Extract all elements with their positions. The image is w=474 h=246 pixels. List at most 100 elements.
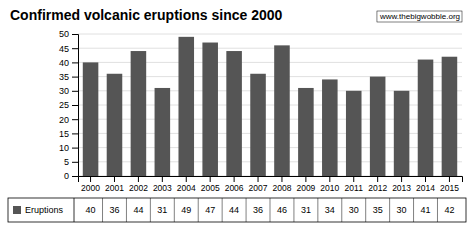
bar: [107, 74, 123, 176]
data-label: 46: [277, 205, 287, 215]
tick-mark: [90, 176, 91, 182]
legend-swatch: [13, 206, 21, 214]
tick-label: 2006: [225, 183, 244, 193]
tick-label: 35: [59, 72, 69, 82]
y-tick: 25: [59, 100, 78, 110]
tick-mark: [72, 62, 78, 63]
tick-mark: [72, 77, 78, 78]
table-divider: [293, 198, 294, 222]
tick-mark: [72, 133, 78, 134]
tick-label: 40: [59, 58, 69, 68]
data-label: 44: [229, 205, 239, 215]
data-label: 35: [373, 205, 383, 215]
tick-mark: [72, 105, 78, 106]
data-label: 36: [253, 205, 263, 215]
table-divider: [74, 198, 75, 222]
bar: [155, 88, 171, 176]
tick-label: 2013: [392, 183, 411, 193]
tick-label: 2009: [296, 183, 315, 193]
tick-label: 2005: [201, 183, 220, 193]
bars: [83, 37, 457, 176]
tick-label: 45: [59, 44, 69, 54]
tick-label: 20: [59, 115, 69, 125]
tick-mark: [449, 176, 450, 182]
table-frame: [8, 198, 466, 222]
chart: Confirmed volcanic eruptions since 2000w…: [0, 0, 474, 246]
x-tick: 2005: [201, 176, 220, 193]
tick-label: 5: [64, 157, 69, 167]
tick-mark: [401, 176, 402, 182]
data-label: 31: [157, 205, 167, 215]
tick-mark: [186, 176, 187, 182]
tick-mark: [72, 148, 78, 149]
data-label: 40: [86, 205, 96, 215]
x-tick: 2008: [273, 176, 292, 193]
tick-mark: [425, 176, 426, 182]
tick-mark: [114, 176, 115, 182]
x-tick: 2004: [177, 176, 196, 193]
annotation-box: [377, 11, 462, 22]
x-tick: 2003: [153, 176, 172, 193]
y-tick: 45: [59, 44, 78, 54]
tick-label: 0: [64, 171, 69, 181]
tick-mark: [162, 176, 163, 182]
bar: [178, 37, 194, 176]
tick-mark: [72, 162, 78, 163]
tick-label: 2011: [345, 183, 364, 193]
y-tick: 0: [64, 171, 78, 181]
tick-mark: [305, 176, 306, 182]
annotation-text: www.thebigwobble.org: [379, 12, 460, 21]
tick-mark: [281, 176, 282, 182]
bar: [442, 57, 458, 176]
tick-label: 2002: [129, 183, 148, 193]
tick-label: 25: [59, 100, 69, 110]
x-tick: 2002: [129, 176, 148, 193]
table-divider: [413, 198, 414, 222]
x-tick: 2006: [225, 176, 244, 193]
x-tick: 2000: [81, 176, 100, 193]
data-label: 49: [181, 205, 191, 215]
bar: [83, 62, 99, 176]
axis-line: [72, 35, 79, 177]
data-label: 47: [205, 205, 215, 215]
tick-label: 2003: [153, 183, 172, 193]
table-divider: [198, 198, 199, 222]
table-divider: [341, 198, 342, 222]
table-divider: [102, 198, 103, 222]
y-tick: 20: [59, 115, 78, 125]
table-divider: [270, 198, 271, 222]
tick-label: 2010: [320, 183, 339, 193]
data-label: 41: [421, 205, 431, 215]
data-label: 36: [109, 205, 119, 215]
x-tick: 2012: [368, 176, 387, 193]
grid-line: [78, 34, 462, 35]
data-label: 34: [325, 205, 335, 215]
tick-mark: [72, 91, 78, 92]
tick-label: 15: [59, 129, 69, 139]
axis-line: [79, 177, 463, 183]
x-tick: 2007: [249, 176, 268, 193]
table-divider: [246, 198, 247, 222]
y-tick: 15: [59, 129, 78, 139]
tick-label: 2000: [81, 183, 100, 193]
tick-mark: [258, 176, 259, 182]
plot: 0510152025303540455020002001200220032004…: [59, 29, 463, 193]
y-tick: 35: [59, 72, 78, 82]
tick-label: 2001: [105, 183, 124, 193]
bar: [250, 74, 266, 176]
tick-mark: [234, 176, 235, 182]
annotation: www.thebigwobble.org: [377, 11, 462, 22]
bar: [322, 79, 338, 176]
legend-label: Eruptions: [25, 205, 64, 215]
bar: [202, 43, 218, 176]
x-axis: 2000 2001 2002 2003 2004 2005 2006 2007 2008 2009…: [79, 176, 463, 193]
table-divider: [174, 198, 175, 222]
tick-mark: [329, 176, 330, 182]
table-divider: [389, 198, 390, 222]
x-tick: 2015: [440, 176, 459, 193]
tick-mark: [72, 176, 78, 177]
tick-label: 2007: [249, 183, 268, 193]
table-divider: [365, 198, 366, 222]
bar: [226, 51, 242, 176]
y-tick: 50: [59, 29, 78, 39]
